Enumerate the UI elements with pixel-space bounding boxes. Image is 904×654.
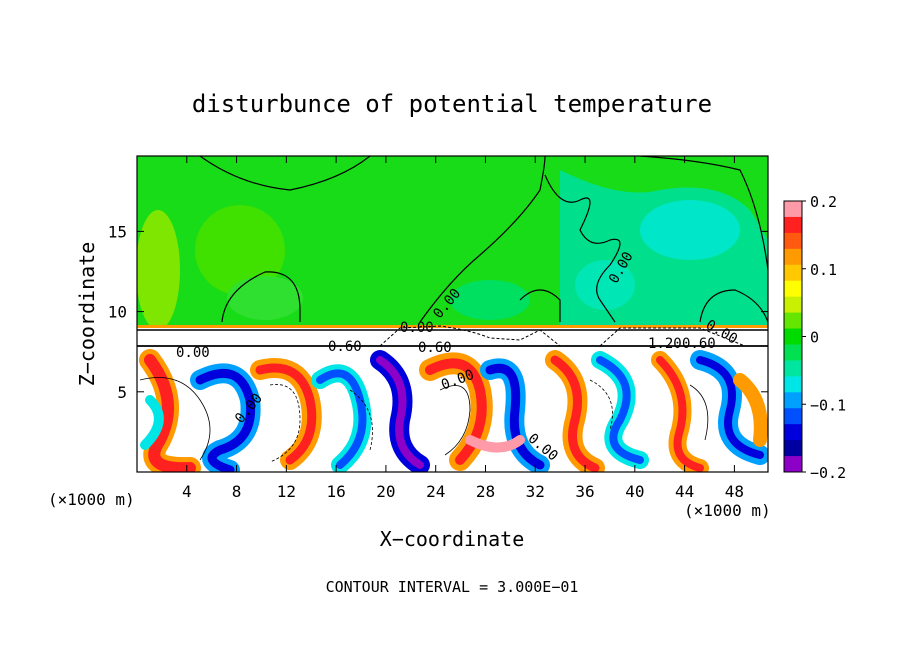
contour-line [519, 289, 561, 322]
plot-area: 0.00 0.00 0.00 0.00 0.00 0.60 0.60 1.20 … [137, 156, 768, 472]
field-patch [227, 276, 303, 320]
contour-label: 0.00 [176, 345, 210, 361]
colorbar-segment [784, 216, 802, 234]
colorbar-segment [784, 360, 802, 377]
eddy [656, 356, 704, 472]
colorbar-segment [784, 280, 802, 298]
y-tick-label: 15 [108, 222, 127, 241]
colorbar-tick-label: 0 [810, 329, 819, 347]
contour-interval-note: CONTOUR INTERVAL = 3.000E−01 [326, 578, 579, 596]
field-patch [575, 260, 635, 310]
field-patch [640, 200, 740, 260]
colorbar-segment [784, 408, 802, 425]
x-tick-label: 40 [625, 482, 644, 501]
plot-frame [136, 155, 769, 473]
colorbar-segment [784, 201, 802, 218]
contour-label: 0.00 [400, 320, 434, 336]
eddy [733, 373, 768, 447]
turbulent-eddies [139, 349, 768, 472]
eddy [140, 395, 164, 450]
contour-label: 0.60 [328, 339, 362, 355]
x-tick-label: 48 [725, 482, 744, 501]
eddy [696, 356, 764, 459]
contour-line [139, 377, 211, 461]
eddy [195, 368, 256, 472]
colorbar-segment [784, 376, 802, 393]
x-unit-right: (×1000 m) [684, 501, 771, 520]
contour-line [349, 389, 373, 451]
colorbar-segment [784, 312, 802, 330]
contour-line [379, 325, 746, 347]
x-tick-label: 12 [277, 482, 296, 501]
lower-contours [139, 377, 709, 463]
colorbar-segment [784, 248, 802, 266]
inversion-band [137, 328, 768, 348]
colorbar-segment [784, 328, 802, 345]
x-tick-label: 24 [426, 482, 445, 501]
y-axis: 5 10 15 [108, 222, 768, 402]
contour-label: 0.60 [682, 336, 716, 352]
eddy [255, 363, 317, 465]
field-patch [450, 280, 530, 320]
colorbar-tick-label: −0.2 [810, 464, 846, 482]
y-tick-label: 10 [108, 303, 127, 322]
contour-line [699, 289, 768, 323]
eddy [596, 356, 644, 464]
contour-line [419, 156, 546, 323]
contour-line [639, 156, 768, 271]
contour-label: 0.60 [418, 340, 452, 356]
colorbar-segment [784, 392, 802, 409]
x-axis: 4 8 12 16 20 24 28 32 36 40 44 48 [182, 156, 744, 501]
colorbar-tick-label: 0.2 [810, 193, 837, 211]
x-tick-label: 36 [575, 482, 594, 501]
contour-line [589, 379, 613, 431]
x-tick-label: 44 [675, 482, 694, 501]
x-tick-label: 8 [232, 482, 242, 501]
contour-line [689, 384, 709, 441]
colorbar-segment [784, 344, 802, 361]
colorbar-segment [784, 264, 802, 282]
colorbar-segment [784, 456, 802, 473]
x-tick-label: 20 [376, 482, 395, 501]
colorbar-tick-label: 0.1 [810, 261, 837, 279]
x-tick-label: 16 [326, 482, 345, 501]
contour-label: 1.20 [648, 336, 682, 352]
field-patch [137, 210, 180, 330]
colorbar-ticks: 0.2 0.1 0 −0.1 −0.2 [802, 193, 846, 482]
x-tick-label: 28 [476, 482, 495, 501]
x-unit-left: (×1000 m) [48, 490, 135, 509]
eddy [144, 354, 196, 472]
eddy [376, 356, 424, 469]
inversion-band-top [137, 325, 768, 328]
contour-line [199, 156, 371, 191]
y-tick-label: 5 [117, 383, 127, 402]
chart-title: disturbunce of potential temperature [192, 90, 712, 118]
eddy [485, 364, 545, 470]
eddy [550, 355, 600, 472]
colorbar-segment [784, 440, 802, 457]
colorbar: 0.2 0.1 0 −0.1 −0.2 [783, 193, 846, 482]
colorbar-tick-label: −0.1 [810, 396, 846, 414]
eddy [316, 369, 367, 469]
y-axis-label: Z−coordinate [75, 242, 99, 387]
contour-line [544, 174, 621, 323]
x-tick-label: 4 [182, 482, 192, 501]
colorbar-segments [784, 201, 802, 473]
x-axis-label: X−coordinate [380, 527, 525, 551]
colorbar-segment [784, 424, 802, 441]
eddy [465, 435, 525, 453]
x-tick-label: 32 [526, 482, 545, 501]
contour-line [221, 271, 301, 323]
colorbar-segment [784, 296, 802, 314]
contour-line [269, 384, 301, 463]
colorbar-segment [784, 232, 802, 250]
contour-line [439, 385, 471, 456]
